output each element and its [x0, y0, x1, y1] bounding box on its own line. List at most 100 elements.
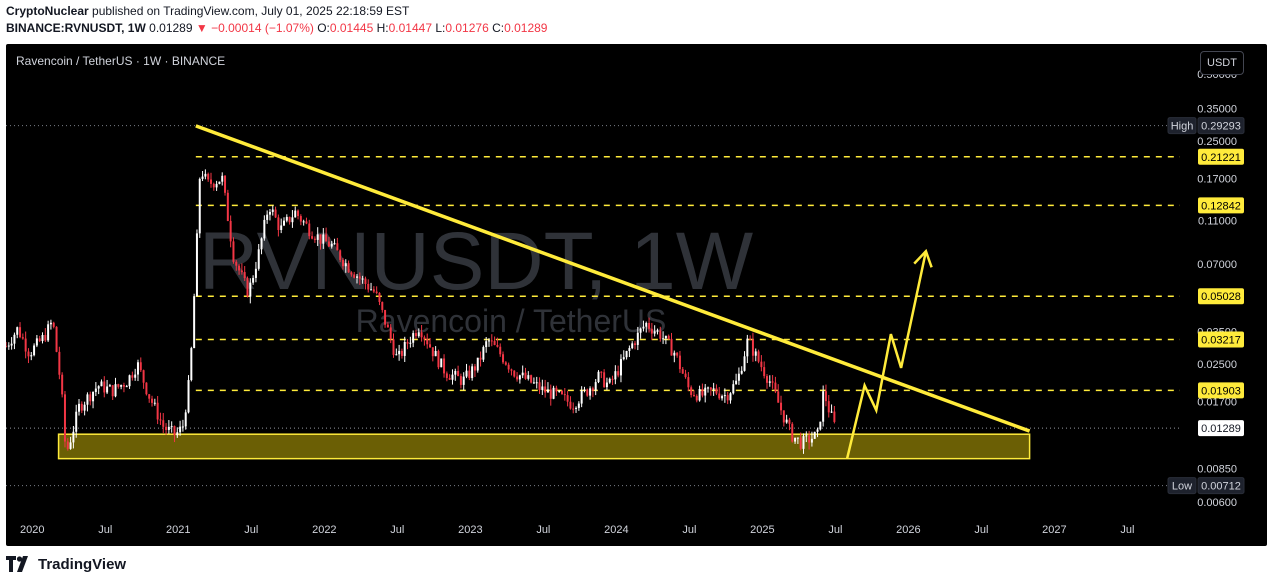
candle-body — [791, 423, 794, 442]
candle-body — [760, 361, 763, 368]
candle-body — [232, 241, 235, 262]
tradingview-logo[interactable]: TradingView — [6, 556, 126, 573]
candle-body — [243, 272, 246, 279]
candle-body — [367, 283, 370, 290]
x-tick-label: Jul — [828, 524, 842, 536]
candle-body — [69, 442, 72, 449]
candle-body — [347, 263, 350, 273]
price-tag-box — [1198, 420, 1244, 437]
candle-body — [108, 385, 111, 387]
candle-body — [575, 407, 578, 409]
candle-body — [704, 387, 707, 396]
candle-body — [726, 395, 729, 401]
candle-body — [395, 354, 398, 356]
x-tick-label: 2025 — [750, 524, 774, 536]
x-tick-label: Jul — [244, 524, 258, 536]
candle-body — [681, 369, 684, 374]
price-tag-value: 0.01289 — [1201, 423, 1241, 435]
candle-body — [52, 322, 55, 327]
candle-body — [414, 333, 417, 337]
candle-body — [614, 371, 617, 380]
candle-body — [591, 388, 594, 391]
candle-body — [634, 343, 637, 345]
candle-body — [173, 426, 176, 436]
candle-body — [389, 327, 392, 340]
candle-body — [580, 390, 583, 404]
candle-body — [785, 419, 788, 423]
candle-body — [63, 394, 66, 442]
candle-body — [159, 419, 162, 421]
x-tick-label: 2022 — [312, 524, 336, 536]
currency-button[interactable]: USDT — [1200, 51, 1244, 75]
candle-body — [361, 278, 364, 280]
candle-body — [454, 371, 457, 375]
price-tag-value: 0.00712 — [1201, 481, 1241, 493]
candle-body — [260, 238, 263, 250]
candle-body — [631, 343, 634, 349]
candle-body — [527, 375, 530, 379]
candle-body — [586, 389, 589, 396]
candle-body — [19, 327, 22, 338]
price-tag-value: 0.01903 — [1201, 385, 1241, 397]
candle-body — [648, 322, 651, 329]
last-price: 0.01289 — [149, 21, 193, 35]
candle-body — [38, 338, 41, 342]
price-tag: 0.29293 High — [1167, 117, 1245, 135]
candle-body — [459, 376, 462, 385]
high-label: H: — [376, 21, 389, 35]
low-label: L: — [435, 21, 446, 35]
candle-body — [566, 395, 569, 402]
candle-body — [560, 390, 563, 395]
candle-body — [218, 181, 221, 184]
candle-body — [165, 426, 168, 430]
candle-body — [605, 382, 608, 388]
candle-body — [429, 344, 432, 348]
candle-body — [535, 382, 538, 384]
candle-body — [445, 373, 448, 378]
candle-body — [44, 334, 47, 341]
candle-body — [97, 386, 100, 389]
candle-body — [271, 209, 274, 212]
candle-body — [670, 338, 673, 356]
candle-body — [763, 367, 766, 377]
descending-trendline — [195, 124, 1031, 433]
candle-body — [111, 385, 114, 397]
candle-body — [226, 192, 229, 221]
candle-body — [358, 276, 361, 279]
candle-body — [55, 326, 58, 352]
candle-body — [619, 359, 622, 376]
candle-body — [768, 381, 771, 383]
candle-body — [66, 441, 69, 449]
candle-body — [611, 378, 614, 380]
candle-body — [263, 219, 266, 239]
candle-body — [142, 370, 145, 383]
candle-body — [659, 330, 662, 339]
candle-body — [339, 250, 342, 260]
candle-body — [198, 178, 201, 234]
price-tag-label: High — [1171, 121, 1194, 133]
candle-body — [204, 173, 207, 177]
candle-body — [709, 387, 712, 390]
publisher-name[interactable]: CryptoNuclear — [6, 4, 89, 18]
candle-body — [417, 332, 420, 337]
y-tick-label: 0.00850 — [1197, 463, 1237, 475]
candle-body — [181, 426, 184, 428]
candle-body — [718, 393, 721, 399]
candle-body — [563, 394, 566, 396]
candle-body — [569, 401, 572, 409]
price-tag-box — [1198, 197, 1244, 214]
candle-body — [386, 324, 389, 328]
x-tick-label: 2023 — [458, 524, 482, 536]
candle-body — [75, 411, 78, 432]
price-tag: 0.00712 Low — [1167, 477, 1245, 495]
price-tag: 0.01903 — [1198, 382, 1244, 399]
candle-body — [16, 327, 19, 335]
publish-header: CryptoNuclear published on TradingView.c… — [6, 3, 547, 37]
candle-body — [406, 342, 409, 344]
candle-body — [381, 301, 384, 310]
candle-body — [524, 372, 527, 379]
candle-body — [692, 394, 695, 396]
candle-body — [617, 371, 620, 376]
